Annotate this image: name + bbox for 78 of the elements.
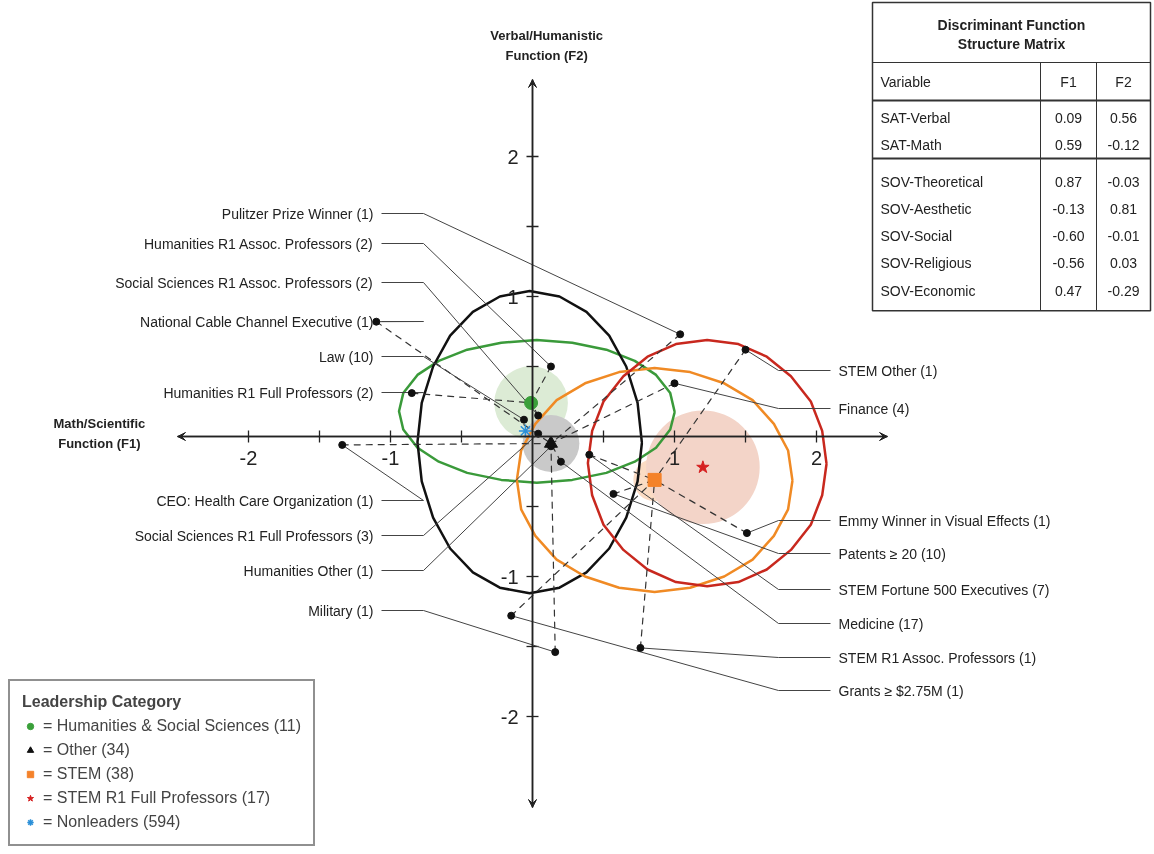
category-label: SOV-Religious	[880, 255, 972, 272]
legend-label: = STEM (38)	[43, 765, 135, 783]
annotation: Finance (4)	[838, 400, 910, 417]
category-label: SOV-Social	[880, 228, 953, 245]
point	[670, 379, 679, 388]
data-label: 0.56	[1109, 109, 1138, 126]
annotation: Medicine (17)	[838, 615, 924, 632]
data-label: 0.47	[1054, 282, 1083, 299]
point	[585, 450, 594, 459]
annotation: Humanities R1 Full Professors (2)	[163, 384, 374, 401]
data-label: -0.01	[1107, 228, 1140, 245]
annotation: Humanities R1 Assoc. Professors (2)	[143, 235, 373, 252]
x-tick-label: -2	[239, 446, 258, 469]
data-label: 0.09	[1054, 109, 1083, 126]
x-tick-label: -1	[381, 446, 400, 469]
annotation: Pulitzer Prize Winner (1)	[221, 205, 374, 222]
annotation: Grants ≥ $2.75M (1)	[838, 682, 964, 699]
x-axis-title: Math/Scientific Function (F1)	[53, 416, 146, 451]
annotation: Patents ≥ 20 (10)	[838, 545, 946, 562]
point	[741, 345, 750, 354]
text: Variable	[880, 73, 932, 90]
x-tick-label: 1	[668, 446, 681, 469]
data-label: -0.56	[1052, 255, 1085, 272]
legend-label: = Nonleaders (594)	[43, 813, 181, 831]
line-series	[586, 338, 828, 588]
category-label: SAT-Verbal	[880, 109, 951, 126]
data-label: 0.87	[1054, 173, 1083, 190]
data-label: -0.29	[1107, 282, 1140, 299]
point	[524, 395, 539, 410]
y-tick-label: -1	[500, 565, 519, 588]
annotation: Social Sciences R1 Assoc. Professors (2)	[115, 274, 373, 291]
category-label: SOV-Economic	[880, 282, 976, 299]
point	[676, 330, 685, 339]
point	[507, 611, 516, 620]
point	[546, 362, 555, 371]
annotation: Law (10)	[319, 348, 374, 365]
category-label: SAT-Math	[880, 136, 942, 153]
point	[534, 411, 543, 420]
point	[609, 489, 618, 498]
text: Discriminant Function Structure Matrix	[937, 16, 1086, 52]
legend-label: = Other (34)	[43, 741, 130, 759]
data-label: -0.03	[1107, 173, 1140, 190]
data-label: -0.60	[1052, 228, 1085, 245]
annotation: Emmy Winner in Visual Effects (1)	[838, 512, 1051, 529]
line-series	[416, 289, 644, 595]
y-tick-label: 2	[507, 145, 519, 168]
point	[742, 529, 751, 538]
point	[338, 440, 347, 449]
legend-title: Leadership Category	[22, 693, 183, 711]
annotation: STEM Fortune 500 Executives (7)	[838, 581, 1050, 598]
point	[647, 472, 662, 487]
data-label: 0.81	[1109, 200, 1138, 217]
legend-label: = Humanities & Social Sciences (11)	[43, 717, 302, 735]
annotation: Military (1)	[308, 602, 374, 619]
data-label: -0.13	[1052, 200, 1085, 217]
annotation: STEM Other (1)	[838, 362, 938, 379]
legend-label: = STEM R1 Full Professors (17)	[43, 789, 271, 807]
y-axis-title: Verbal/Humanistic Function (F2)	[490, 28, 604, 63]
annotation: Social Sciences R1 Full Professors (3)	[134, 527, 374, 544]
data-label: 0.03	[1109, 255, 1138, 272]
annotation: National Cable Channel Executive (1)	[140, 313, 374, 330]
point	[636, 643, 645, 652]
point	[407, 389, 416, 398]
data-label: 0.59	[1054, 136, 1083, 153]
data-label: -0.12	[1107, 136, 1140, 153]
point	[556, 457, 565, 466]
point	[696, 460, 710, 474]
category-label: SOV-Aesthetic	[880, 200, 972, 217]
annotation: Humanities Other (1)	[243, 562, 374, 579]
annotation: CEO: Health Care Organization (1)	[156, 492, 374, 509]
y-tick-label: -2	[500, 705, 519, 728]
point	[551, 648, 560, 657]
text: F2	[1115, 73, 1132, 90]
series-label: F1	[1060, 73, 1077, 90]
category-label: SOV-Theoretical	[880, 173, 984, 190]
annotation: STEM R1 Assoc. Professors (1)	[838, 649, 1037, 666]
x-tick-label: 2	[810, 446, 823, 469]
point	[518, 423, 533, 439]
